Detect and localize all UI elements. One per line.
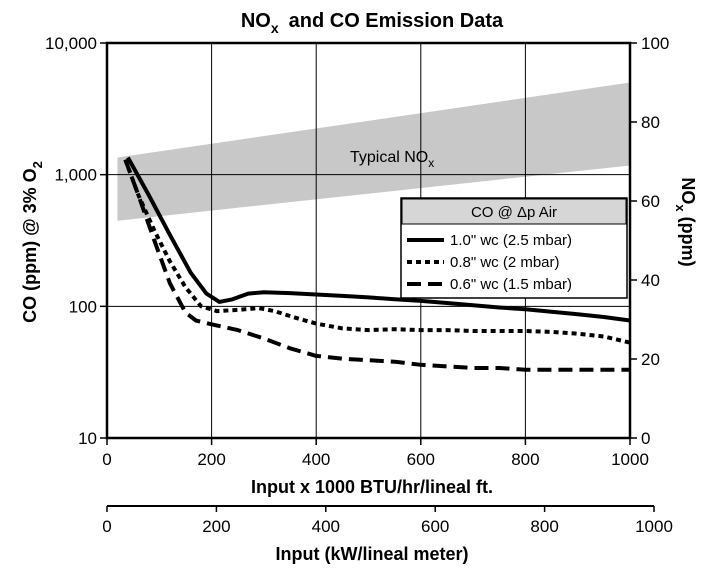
- legend-header: [401, 198, 627, 225]
- x2-tick-label-5: 1000: [635, 517, 673, 536]
- x2-tick-label-0: 0: [102, 517, 111, 536]
- legend-title: CO @ Δp Air: [471, 204, 557, 221]
- x2-tick-label-2: 400: [312, 517, 340, 536]
- yr-label-rest: (ppm): [678, 212, 698, 267]
- x-tick-label-4: 800: [511, 450, 539, 469]
- x2-tick-label-4: 800: [530, 517, 558, 536]
- y-right-axis-label: NOx (ppm): [673, 177, 698, 266]
- legend-label-1: 0.8" wc (2 mbar): [450, 254, 560, 271]
- legend-label-0: 1.0" wc (2.5 mbar): [450, 232, 572, 249]
- y-tick-label-2: 1,000: [54, 166, 97, 185]
- plot-frame: [105, 41, 632, 440]
- y-tick-label-3: 10,000: [45, 34, 97, 53]
- series-line-0: [126, 156, 631, 323]
- series-group: [123, 156, 631, 372]
- axes-group: 0 200 400 600 800 1000101001,00010,0000204060…: [45, 34, 673, 536]
- x-tick-label-0: 0: [102, 450, 111, 469]
- x-tick-label-2: 400: [302, 450, 330, 469]
- x2-tick-label-1: 200: [202, 517, 230, 536]
- legend-items: 1.0" wc (2.5 mbar) 0.8" wc (2 mbar) 0.6" w…: [407, 232, 572, 293]
- band-label-main: Typical NO: [350, 149, 428, 166]
- y-tick-label-0: 10: [78, 429, 97, 448]
- x-axis-label: Input x 1000 BTU/hr/lineal ft.: [251, 477, 493, 497]
- x2-axis-label: Input (kW/lineal meter): [275, 544, 468, 564]
- yr-tick-label-4: 80: [641, 113, 660, 132]
- chart-title: NOx and CO Emission Data: [241, 10, 504, 36]
- yr-tick-label-5: 100: [641, 34, 669, 53]
- legend: CO @ Δp Air 1.0" wc (2.5 mbar) 0.8" wc (2…: [400, 197, 628, 299]
- yr-tick-label-1: 20: [641, 350, 660, 369]
- y-label-sub: 2: [30, 161, 45, 168]
- x-tick-label-5: 1000: [611, 450, 649, 469]
- band-label-sub: x: [428, 156, 434, 170]
- series-line-2: [123, 159, 630, 372]
- x-tick-label-1: 200: [197, 450, 225, 469]
- yr-tick-label-2: 40: [641, 271, 660, 290]
- x-tick-label-3: 600: [407, 450, 435, 469]
- legend-label-2: 0.6" wc (1.5 mbar): [450, 276, 572, 293]
- x2-tick-label-3: 600: [421, 517, 449, 536]
- title-main: NO: [241, 10, 271, 32]
- y-label-main: CO (ppm) @ 3% O: [20, 168, 40, 323]
- yr-tick-label-3: 60: [641, 192, 660, 211]
- yr-tick-label-0: 0: [641, 429, 650, 448]
- y-axis-label: CO (ppm) @ 3% O2: [20, 161, 45, 323]
- series-line-1: [123, 159, 631, 345]
- yr-label-sub: x: [673, 204, 688, 212]
- title-rest: and CO Emission Data: [289, 10, 504, 32]
- y-tick-label-1: 100: [69, 297, 97, 316]
- typical-nox-band: [117, 82, 630, 221]
- band-label: Typical NOx: [350, 149, 434, 170]
- title-sub: x: [271, 20, 279, 36]
- yr-label-main: NO: [678, 177, 698, 204]
